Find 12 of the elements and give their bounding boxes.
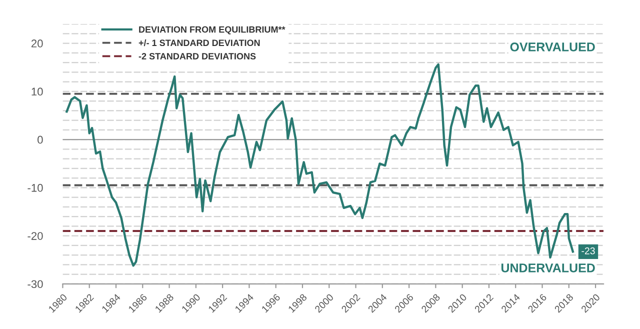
y-tick-label: -30 <box>28 280 43 288</box>
legend-label: DEVIATION FROM EQUILIBRIUM** <box>139 26 286 34</box>
legend-label: -2 STANDARD DEVIATIONS <box>138 53 256 60</box>
legend-label: +/- 1 STANDARD DEVIATION <box>138 39 260 46</box>
y-tick-label: 20 <box>31 40 43 48</box>
y-tick-label: 10 <box>32 88 43 96</box>
y-tick-label: -20 <box>28 232 43 240</box>
annotation: OVERVALUED <box>510 42 595 52</box>
annotation: -23 <box>582 247 595 254</box>
y-tick-label: -10 <box>28 184 43 192</box>
annotation: UNDERVALUED <box>501 264 595 272</box>
y-tick-label: 0 <box>38 136 43 144</box>
